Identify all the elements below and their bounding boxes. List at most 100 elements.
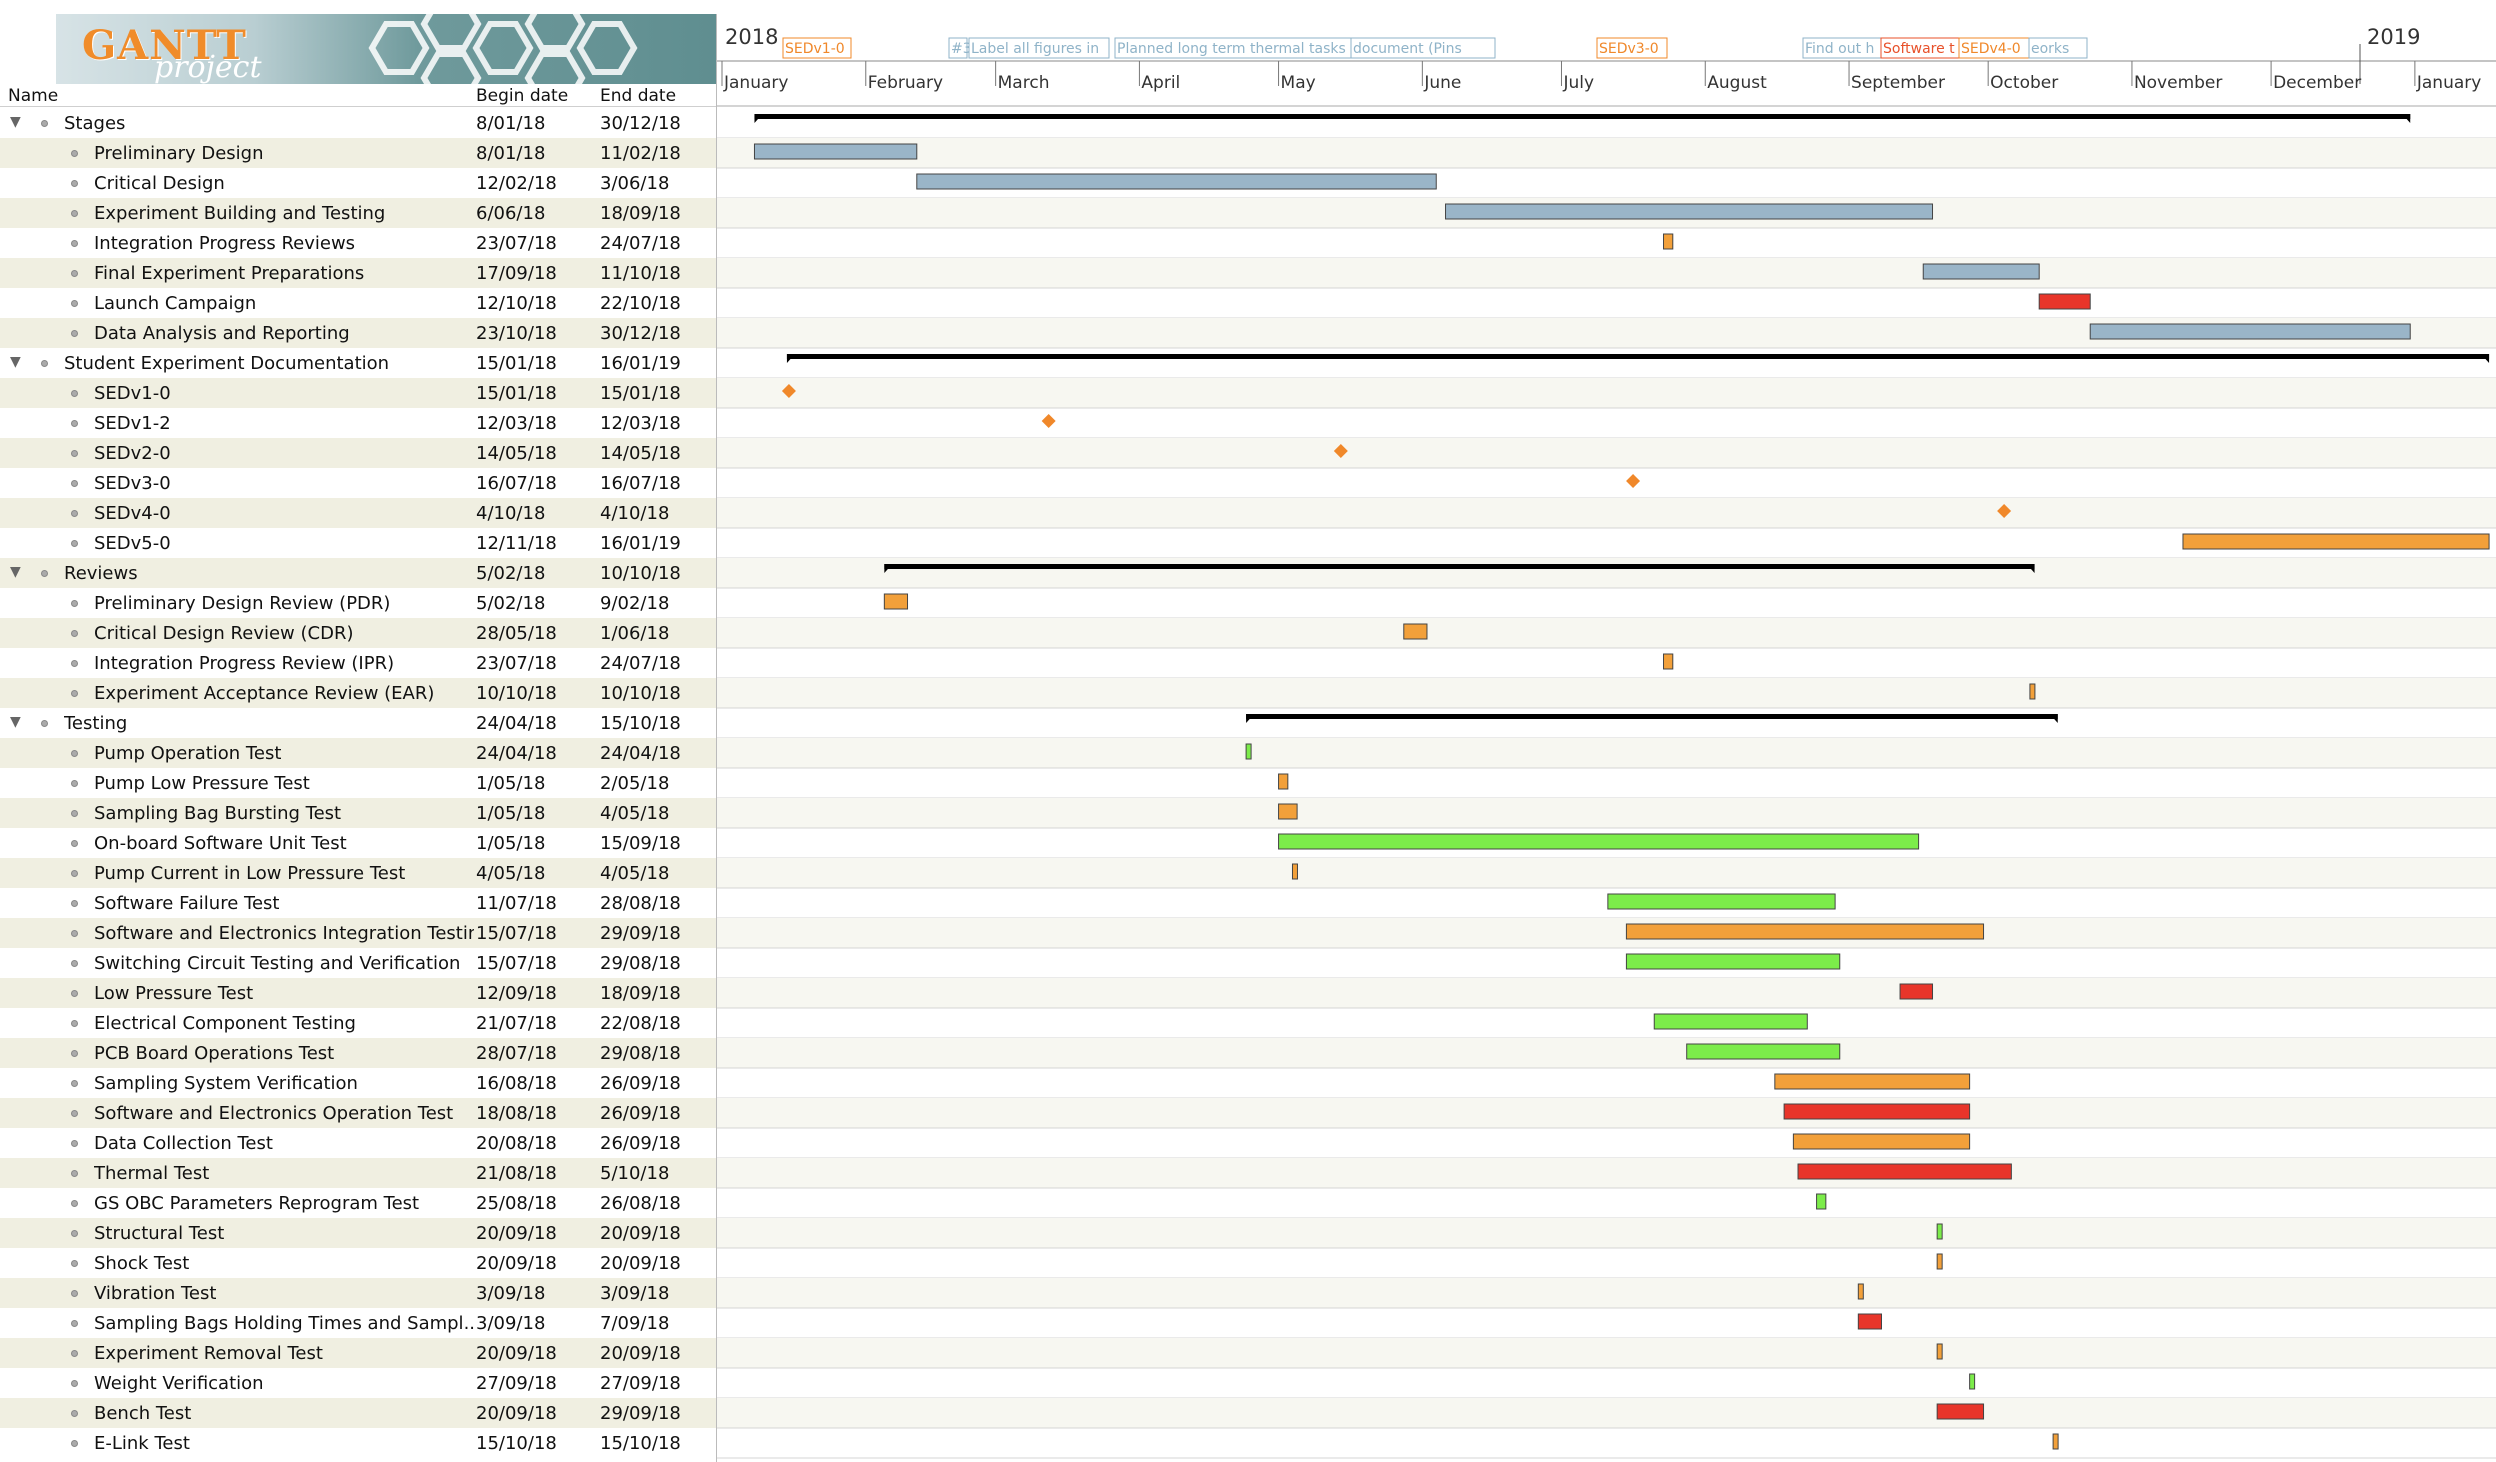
- task-row[interactable]: Structural Test 20/09/18 20/09/18: [0, 1218, 716, 1248]
- task-row[interactable]: Integration Progress Reviews 23/07/18 24/0…: [0, 228, 716, 258]
- task-name: Switching Circuit Testing and Verificati…: [94, 953, 461, 974]
- task-bullet-icon: [71, 1410, 78, 1417]
- task-name: Preliminary Design Review (PDR): [94, 593, 391, 614]
- task-row[interactable]: Software Failure Test 11/07/18 28/08/18: [0, 888, 716, 918]
- gantt-chart-area[interactable]: 2018 2019 January February March April May June…: [716, 14, 2496, 1462]
- summary-bar-end-cap: [2026, 564, 2035, 573]
- task-row[interactable]: SEDv5-0 12/11/18 16/01/19: [0, 528, 716, 558]
- task-row[interactable]: Pump Low Pressure Test 1/05/18 2/05/18: [0, 768, 716, 798]
- task-row[interactable]: Weight Verification 27/09/18 27/09/18: [0, 1368, 716, 1398]
- task-row[interactable]: Data Analysis and Reporting 23/10/18 30/12…: [0, 318, 716, 348]
- column-header-begin-date[interactable]: Begin date: [476, 86, 569, 106]
- task-bar: [1969, 1373, 1976, 1390]
- task-row[interactable]: SEDv1-2 12/03/18 12/03/18: [0, 408, 716, 438]
- task-row[interactable]: SEDv3-0 16/07/18 16/07/18: [0, 468, 716, 498]
- collapse-triangle-icon[interactable]: ▼: [10, 714, 21, 730]
- task-bullet-icon: [71, 810, 78, 817]
- task-end-date: 20/09/18: [600, 1343, 681, 1364]
- task-row[interactable]: Preliminary Design Review (PDR) 5/02/18 9/…: [0, 588, 716, 618]
- task-row[interactable]: Pump Current in Low Pressure Test 4/05/18…: [0, 858, 716, 888]
- task-end-date: 30/12/18: [600, 113, 681, 134]
- timeline-milestone-label-box: [1350, 37, 1496, 59]
- milestone-marker: [1997, 504, 2012, 518]
- task-group-row[interactable]: ▼ Testing 24/04/18 15/10/18: [0, 708, 716, 738]
- timeline-milestone-label: SEDv3-0: [1599, 41, 1659, 57]
- task-row[interactable]: Software and Electronics Operation Test 1…: [0, 1098, 716, 1128]
- task-row[interactable]: Bench Test 20/09/18 29/09/18: [0, 1398, 716, 1428]
- task-row[interactable]: Experiment Removal Test 20/09/18 20/09/18: [0, 1338, 716, 1368]
- row-stripe: [717, 558, 2496, 588]
- summary-bar: [786, 354, 2490, 359]
- task-begin-date: 5/02/18: [476, 593, 546, 614]
- column-header-name[interactable]: Name: [8, 86, 59, 106]
- row-stripe: [717, 798, 2496, 828]
- task-bullet-icon: [71, 750, 78, 757]
- task-bullet-icon: [71, 180, 78, 187]
- task-end-date: 27/09/18: [600, 1373, 681, 1394]
- row-stripe: [717, 1098, 2496, 1128]
- month-label: December: [2273, 73, 2361, 93]
- task-bullet-icon: [71, 1050, 78, 1057]
- month-label: September: [1851, 73, 1945, 93]
- task-begin-date: 25/08/18: [476, 1193, 557, 1214]
- task-row[interactable]: Switching Circuit Testing and Verificati…: [0, 948, 716, 978]
- task-row[interactable]: Experiment Building and Testing 6/06/18 18…: [0, 198, 716, 228]
- task-begin-date: 27/09/18: [476, 1373, 557, 1394]
- task-row[interactable]: Integration Progress Review (IPR) 23/07/1…: [0, 648, 716, 678]
- task-row[interactable]: Critical Design Review (CDR) 28/05/18 1/06…: [0, 618, 716, 648]
- collapse-triangle-icon[interactable]: ▼: [10, 354, 21, 370]
- month-label: June: [1423, 73, 1461, 93]
- task-row[interactable]: PCB Board Operations Test 28/07/18 29/08/1…: [0, 1038, 716, 1068]
- collapse-triangle-icon[interactable]: ▼: [10, 564, 21, 580]
- task-name: SEDv3-0: [94, 473, 171, 494]
- row-stripe: [717, 618, 2496, 648]
- task-row[interactable]: SEDv2-0 14/05/18 14/05/18: [0, 438, 716, 468]
- task-group-row[interactable]: ▼ Reviews 5/02/18 10/10/18: [0, 558, 716, 588]
- collapse-triangle-icon[interactable]: ▼: [10, 114, 21, 130]
- task-name: Pump Operation Test: [94, 743, 282, 764]
- task-end-date: 24/07/18: [600, 653, 681, 674]
- task-name: Critical Design: [94, 173, 225, 194]
- task-row[interactable]: Electrical Component Testing 21/07/18 22/0…: [0, 1008, 716, 1038]
- task-bullet-icon: [71, 600, 78, 607]
- task-row[interactable]: E-Link Test 15/10/18 15/10/18: [0, 1428, 716, 1458]
- task-row[interactable]: Preliminary Design 8/01/18 11/02/18: [0, 138, 716, 168]
- task-name: Data Collection Test: [94, 1133, 273, 1154]
- task-bar: [2052, 1433, 2059, 1450]
- task-bullet-icon: [71, 780, 78, 787]
- task-group-row[interactable]: ▼ Student Experiment Documentation 15/01/1…: [0, 348, 716, 378]
- task-row[interactable]: Sampling Bag Bursting Test 1/05/18 4/05/18: [0, 798, 716, 828]
- task-name: Software and Electronics Operation Test: [94, 1103, 454, 1124]
- task-bullet-icon: [71, 1350, 78, 1357]
- task-row[interactable]: SEDv1-0 15/01/18 15/01/18: [0, 378, 716, 408]
- gantt-chart-svg: 2018 2019 January February March April May June…: [717, 25, 2496, 1459]
- task-row[interactable]: Launch Campaign 12/10/18 22/10/18: [0, 288, 716, 318]
- task-group-row[interactable]: ▼ Stages 8/01/18 30/12/18: [0, 108, 716, 138]
- task-row[interactable]: SEDv4-0 4/10/18 4/10/18: [0, 498, 716, 528]
- task-row[interactable]: Experiment Acceptance Review (EAR) 10/10/…: [0, 678, 716, 708]
- task-end-date: 18/09/18: [600, 203, 681, 224]
- task-begin-date: 3/09/18: [476, 1313, 546, 1334]
- task-row[interactable]: On-board Software Unit Test 1/05/18 15/09/…: [0, 828, 716, 858]
- task-row[interactable]: Final Experiment Preparations 17/09/18 11/…: [0, 258, 716, 288]
- task-row[interactable]: Thermal Test 21/08/18 5/10/18: [0, 1158, 716, 1188]
- task-end-date: 26/09/18: [600, 1073, 681, 1094]
- task-row[interactable]: Sampling Bags Holding Times and Sampl...…: [0, 1308, 716, 1338]
- task-begin-date: 23/07/18: [476, 653, 557, 674]
- task-row[interactable]: Shock Test 20/09/18 20/09/18: [0, 1248, 716, 1278]
- task-bullet-icon: [71, 870, 78, 877]
- task-row[interactable]: Critical Design 12/02/18 3/06/18: [0, 168, 716, 198]
- task-bullet-icon: [71, 960, 78, 967]
- task-row[interactable]: Sampling System Verification 16/08/18 26/0…: [0, 1068, 716, 1098]
- task-name: Experiment Removal Test: [94, 1343, 323, 1364]
- task-name: SEDv1-0: [94, 383, 171, 404]
- task-bullet-icon: [71, 480, 78, 487]
- task-row[interactable]: GS OBC Parameters Reprogram Test 25/08/18…: [0, 1188, 716, 1218]
- task-row[interactable]: Low Pressure Test 12/09/18 18/09/18: [0, 978, 716, 1008]
- column-header-end-date[interactable]: End date: [600, 86, 677, 106]
- task-row[interactable]: Software and Electronics Integration Tes…: [0, 918, 716, 948]
- task-row[interactable]: Data Collection Test 20/08/18 26/09/18: [0, 1128, 716, 1158]
- task-row[interactable]: Pump Operation Test 24/04/18 24/04/18: [0, 738, 716, 768]
- task-bar: [1245, 743, 1252, 760]
- task-row[interactable]: Vibration Test 3/09/18 3/09/18: [0, 1278, 716, 1308]
